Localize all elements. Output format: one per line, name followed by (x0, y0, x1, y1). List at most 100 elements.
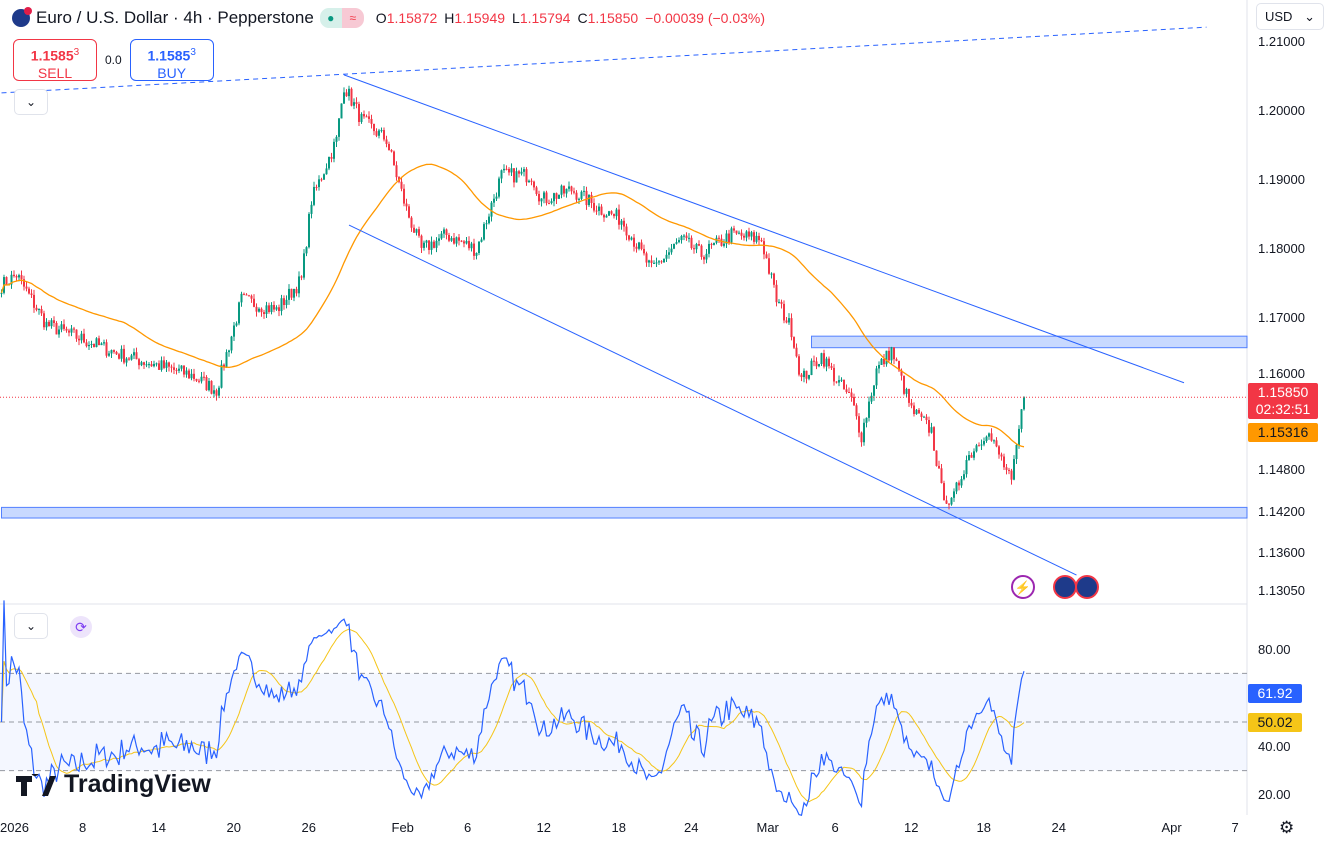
tradingview-logo[interactable]: TradingView (16, 770, 211, 799)
candle-body (680, 236, 683, 241)
candle-body (500, 170, 503, 179)
candle-body (313, 186, 315, 205)
candle-body (933, 427, 935, 451)
candle-body (80, 333, 83, 341)
candle-body (995, 440, 998, 447)
candle-body (945, 500, 948, 504)
refresh-icon[interactable]: ⟳ (70, 616, 92, 638)
candle-body (820, 353, 823, 365)
candle-body (673, 243, 675, 249)
candle-body (470, 243, 473, 249)
settings-gear-icon[interactable]: ⚙ (1279, 818, 1295, 837)
candle-body (378, 130, 380, 136)
candle-body (265, 305, 268, 314)
candle-body (128, 358, 130, 360)
candle-body (795, 347, 798, 357)
candle-body (885, 350, 888, 365)
candle-body (88, 344, 90, 347)
candle-body (105, 342, 108, 356)
trendline (1, 26, 1207, 94)
candle-body (693, 248, 695, 250)
candle-body (295, 288, 298, 294)
candle-body (963, 474, 965, 480)
candle-body (333, 141, 335, 159)
sell-button[interactable]: 1.15853 SELL (13, 39, 97, 81)
candle-body (63, 324, 65, 329)
candle-body (808, 375, 810, 379)
candle-body (190, 373, 193, 379)
ohlc-key: O (375, 10, 387, 26)
candle-body (703, 256, 705, 260)
collapse-legend-button[interactable]: ⌄ (14, 89, 48, 115)
candle-body (383, 130, 385, 140)
candle-body (100, 343, 103, 346)
ohlc-l: L1.15794 (512, 10, 570, 26)
candle-body (258, 308, 260, 312)
candle-body (410, 217, 413, 228)
chevron-down-icon: ⌄ (1304, 8, 1315, 24)
candle-body (365, 116, 368, 118)
candle-body (510, 168, 513, 173)
candle-body (163, 360, 165, 368)
candle-body (930, 427, 933, 433)
candle-body (928, 420, 930, 433)
candle-body (640, 242, 643, 249)
logo-text: TradingView (64, 770, 211, 798)
last-price: 1.15850 (1257, 384, 1309, 400)
time-tick: Feb (391, 820, 414, 835)
candle-body (705, 253, 708, 260)
price-tick: 1.21000 (1258, 33, 1305, 49)
candle-body (133, 352, 135, 356)
candle-body (690, 237, 693, 249)
candle-body (260, 308, 263, 313)
candle-body (735, 230, 738, 234)
candle-body (630, 237, 633, 240)
ohlc-key: L (512, 10, 520, 26)
candle-body (830, 366, 833, 368)
candle-body (393, 151, 395, 166)
candle-body (710, 243, 713, 245)
candle-body (25, 286, 28, 289)
price-tick: 1.19000 (1258, 171, 1305, 187)
candle-body (35, 307, 38, 310)
currency-select[interactable]: USD ⌄ (1256, 3, 1324, 30)
rsi-collapse-button[interactable]: ⌄ (14, 613, 48, 639)
candle-body (430, 241, 433, 250)
candle-body (490, 202, 493, 217)
candle-body (645, 253, 648, 263)
symbol-title[interactable]: Euro / U.S. Dollar · 4h · Pepperstone (36, 8, 314, 27)
candle-body (688, 237, 690, 239)
candle-body (950, 497, 953, 505)
price-tick: 1.14800 (1258, 462, 1305, 478)
ohlc-value: 1.15872 (386, 10, 438, 26)
buy-button[interactable]: 1.15853 BUY (129, 39, 214, 81)
candle-body (895, 359, 898, 361)
market-status[interactable]: ● ≈ (319, 8, 364, 28)
candle-body (435, 240, 438, 248)
candle-body (875, 368, 878, 386)
candle-body (215, 390, 218, 396)
candle-body (670, 248, 673, 253)
candle-body (455, 237, 458, 244)
candle-body (43, 313, 45, 328)
buy-label: BUY (157, 64, 187, 81)
candle-body (698, 244, 700, 246)
candle-body (160, 360, 163, 370)
candle-body (650, 260, 653, 263)
candle-body (745, 231, 748, 238)
candle-body (738, 232, 740, 234)
candle-body (53, 320, 55, 324)
candle-body (960, 479, 963, 486)
sell-price-sup: 3 (73, 47, 80, 58)
candle-body (575, 192, 578, 200)
candle-body (623, 220, 625, 227)
candle-body (450, 238, 453, 241)
symbol-header: Euro / U.S. Dollar · 4h · Pepperstone ● ≈… (12, 7, 765, 28)
candle-body (675, 242, 678, 244)
candle-body (968, 455, 970, 460)
candle-body (863, 422, 865, 443)
candle-body (598, 206, 600, 211)
candle-body (193, 373, 195, 379)
candle-body (498, 178, 500, 197)
